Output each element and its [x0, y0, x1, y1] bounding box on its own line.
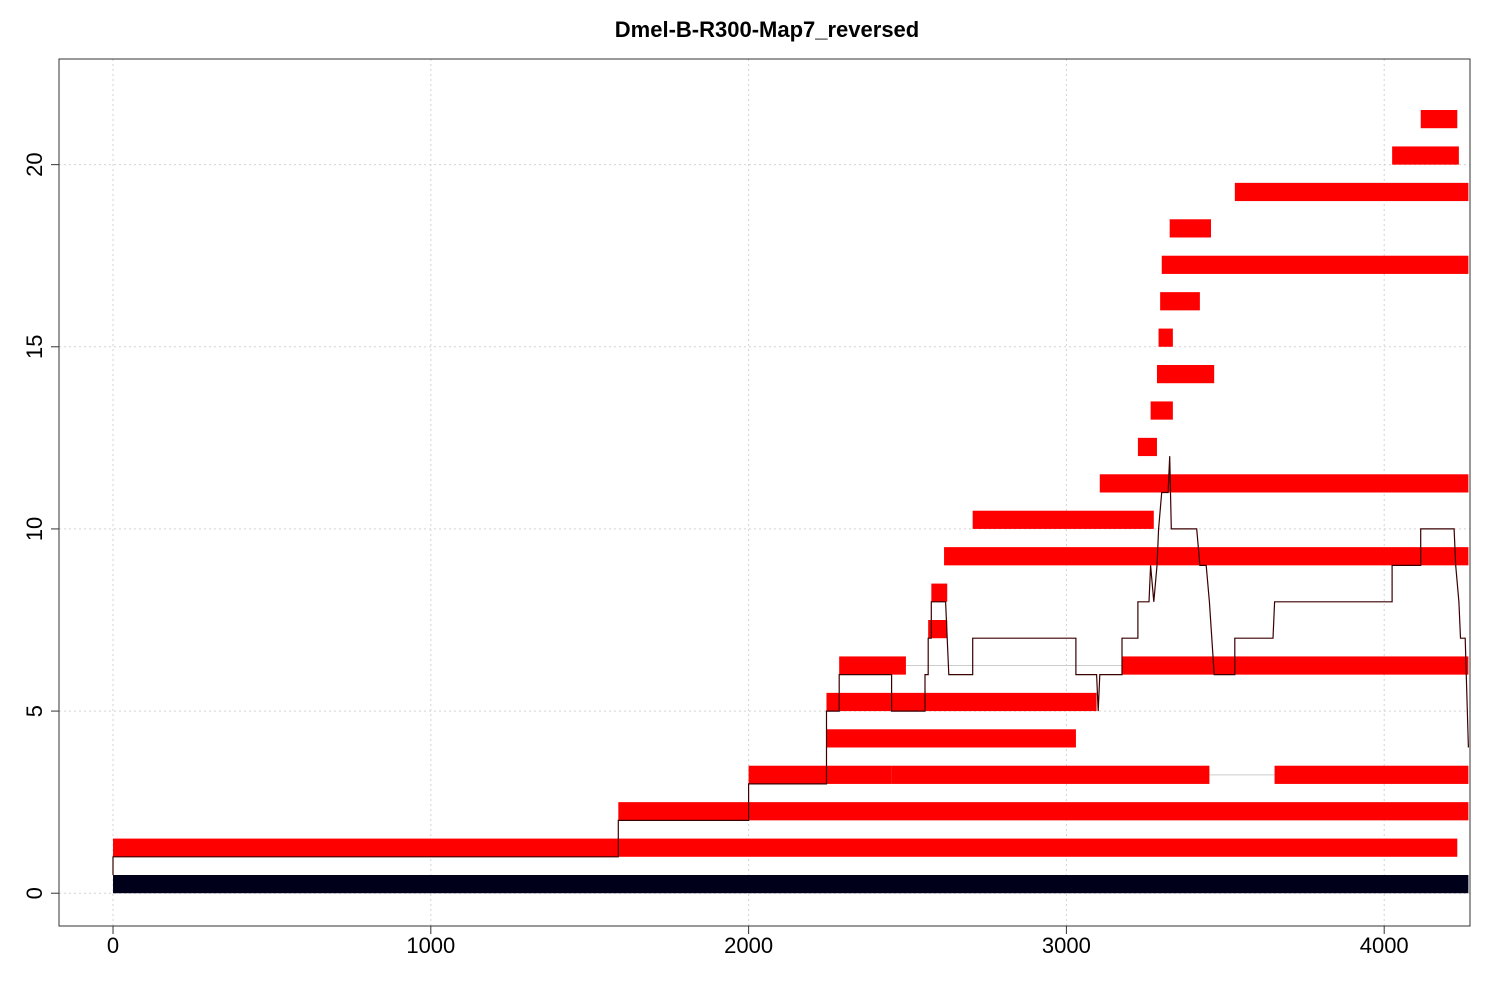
coverage-line-group: [112, 456, 1469, 875]
segment-bar: [1392, 146, 1459, 165]
y-tick-label: 10: [22, 517, 47, 541]
segment-bar: [1160, 292, 1200, 311]
segment-bar: [1158, 328, 1173, 347]
segment-bar: [1234, 182, 1469, 202]
segment-bar: [1169, 219, 1211, 238]
segment-bar: [826, 729, 1076, 748]
y-axis: 0 5 10 15 20: [22, 152, 59, 899]
segment-bar: [826, 692, 1097, 712]
segment-bar: [1156, 365, 1215, 384]
chart-title: Dmel-B-R300-Map7_reversed: [615, 17, 919, 42]
segment-bar: [931, 583, 948, 602]
x-axis: 0 1000 2000 3000 4000: [107, 926, 1409, 958]
plot-frame: [58, 58, 1471, 927]
segment-bar: [748, 802, 1469, 821]
reference-bar: [113, 875, 1469, 894]
segment-bar: [944, 547, 1469, 566]
segment-bars: [113, 110, 1469, 857]
x-tick-label: 0: [107, 933, 119, 958]
segment-bar: [1420, 110, 1458, 129]
segment-bar: [1099, 474, 1469, 493]
segment-bar: [113, 838, 619, 857]
x-tick-label: 3000: [1042, 933, 1091, 958]
reference-bar-group: [113, 875, 1469, 894]
segment-bar: [618, 802, 749, 821]
y-tick-label: 20: [22, 152, 47, 176]
link-lines: [905, 665, 1275, 776]
segment-bar: [748, 765, 892, 784]
x-tick-label: 4000: [1360, 933, 1409, 958]
y-tick-label: 0: [22, 887, 47, 899]
segment-bar: [1137, 437, 1157, 457]
y-tick-label: 5: [22, 705, 47, 717]
segment-bar: [1274, 765, 1469, 784]
segment-bar: [839, 656, 906, 675]
y-tick-label: 15: [22, 335, 47, 359]
segment-bar: [1161, 255, 1469, 274]
x-tick-label: 2000: [724, 933, 773, 958]
segment-bar: [1122, 656, 1469, 675]
coverage-line: [112, 456, 1469, 875]
segment-bar: [1150, 401, 1173, 420]
segment-bar: [891, 765, 1210, 784]
segment-bar: [928, 620, 948, 639]
segment-bar: [972, 510, 1154, 529]
x-tick-label: 1000: [406, 933, 455, 958]
segment-bar: [618, 838, 1458, 857]
